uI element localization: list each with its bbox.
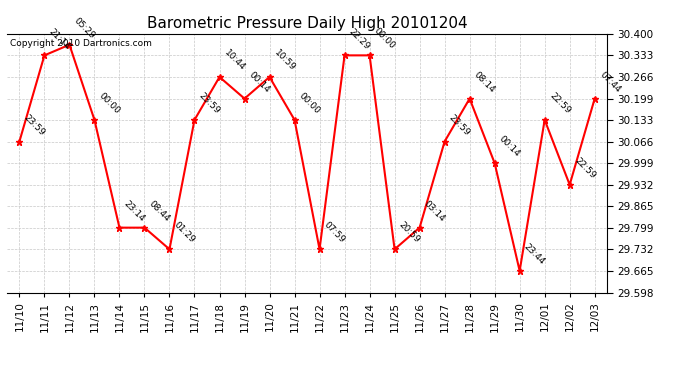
Text: 00:00: 00:00 [373, 27, 397, 51]
Text: 07:44: 07:44 [598, 70, 622, 94]
Text: 23:44: 23:44 [522, 242, 547, 267]
Text: 22:29: 22:29 [347, 27, 372, 51]
Text: 23:14: 23:14 [122, 199, 147, 223]
Text: 23:59: 23:59 [22, 113, 47, 137]
Text: 10:59: 10:59 [273, 48, 297, 73]
Text: 22:59: 22:59 [573, 156, 597, 181]
Text: 03:14: 03:14 [422, 199, 447, 223]
Text: 07:59: 07:59 [322, 220, 347, 245]
Text: 08:14: 08:14 [473, 70, 497, 94]
Text: 22:59: 22:59 [547, 91, 572, 116]
Text: 00:00: 00:00 [297, 91, 322, 116]
Text: 00:14: 00:14 [247, 70, 272, 94]
Text: Copyright 2010 Dartronics.com: Copyright 2010 Dartronics.com [10, 39, 152, 48]
Text: 10:44: 10:44 [222, 48, 247, 73]
Text: 23:59: 23:59 [447, 113, 472, 137]
Title: Barometric Pressure Daily High 20101204: Barometric Pressure Daily High 20101204 [147, 16, 467, 31]
Text: 05:29: 05:29 [72, 16, 97, 40]
Text: 23:59: 23:59 [197, 91, 222, 116]
Text: 00:00: 00:00 [97, 91, 122, 116]
Text: 01:29: 01:29 [172, 220, 197, 245]
Text: 21:14: 21:14 [47, 27, 72, 51]
Text: 00:14: 00:14 [497, 134, 522, 159]
Text: 20:59: 20:59 [397, 220, 422, 245]
Text: 08:44: 08:44 [147, 199, 172, 223]
